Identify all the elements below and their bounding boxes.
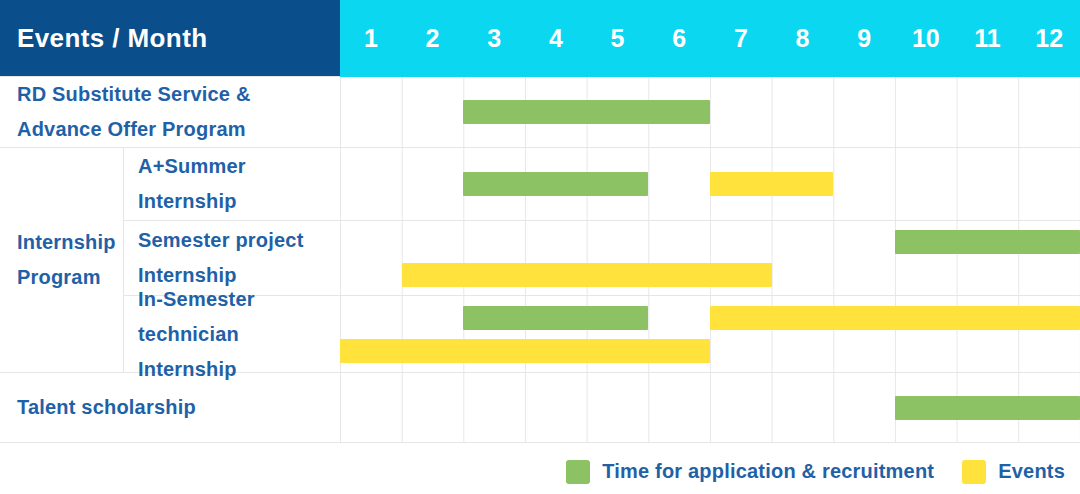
month-label-7: 7	[710, 24, 772, 53]
label-line: Internship	[138, 184, 340, 219]
month-label-3: 3	[463, 24, 525, 53]
legend-label: Events	[998, 460, 1065, 483]
gantt-bar-application-in-semester-technician-internship	[463, 306, 648, 330]
label-line: In-Semester	[138, 282, 340, 317]
legend-item-yellow: Events	[962, 460, 1065, 484]
month-label-2: 2	[402, 24, 464, 53]
bar-line	[340, 263, 1080, 287]
chart-row-rd-substitute-service	[340, 77, 1080, 148]
label-line: Internship	[17, 225, 123, 260]
table-header: Events / Month 123456789101112	[0, 0, 1080, 77]
row-label-talent-scholarship: Talent scholarship	[0, 373, 340, 443]
gantt-bar-event-in-semester-technician-internship	[710, 306, 1080, 330]
label-line: Advance Offer Program	[17, 112, 340, 147]
row-label-a-plus-summer-internship: A+SummerInternship	[124, 148, 340, 221]
gantt-bar-event-in-semester-technician-internship	[340, 339, 710, 363]
header-events-month-label: Events / Month	[17, 23, 208, 54]
legend-item-green: Time for application & recruitment	[566, 460, 934, 484]
legend-label: Time for application & recruitment	[602, 460, 934, 483]
month-label-4: 4	[525, 24, 587, 53]
month-label-12: 12	[1018, 24, 1080, 53]
bar-line	[340, 396, 1080, 420]
month-label-10: 10	[895, 24, 957, 53]
chart-row-talent-scholarship	[340, 373, 1080, 443]
legend-swatch-yellow	[962, 460, 986, 484]
bar-line	[340, 306, 1080, 330]
label-line: Semester project	[138, 223, 340, 258]
month-label-5: 5	[587, 24, 649, 53]
gantt-bar-application-rd-substitute-service	[463, 100, 710, 124]
legend-swatch-green	[566, 460, 590, 484]
month-label-8: 8	[772, 24, 834, 53]
gantt-schedule-table: Events / Month 123456789101112 RD Substi…	[0, 0, 1080, 494]
schedule-body: RD Substitute Service &Advance Offer Pro…	[0, 77, 1080, 443]
group-label-internship-program: InternshipProgram	[0, 148, 124, 373]
gantt-bar-event-semester-project-internship	[402, 263, 772, 287]
header-month-row: 123456789101112	[340, 0, 1080, 77]
chart-row-a-plus-summer-internship	[340, 148, 1080, 221]
label-line: Program	[17, 260, 123, 295]
chart-row-semester-project-internship	[340, 221, 1080, 296]
label-line: Talent scholarship	[17, 390, 340, 425]
row-label-in-semester-technician-internship: In-Semestertechnician Internship	[124, 296, 340, 373]
gantt-bar-application-semester-project-internship	[895, 230, 1080, 254]
row-label-rd-substitute-service: RD Substitute Service &Advance Offer Pro…	[0, 77, 340, 148]
label-line: RD Substitute Service &	[17, 77, 340, 112]
chart-row-in-semester-technician-internship	[340, 296, 1080, 373]
month-label-9: 9	[833, 24, 895, 53]
bar-line	[340, 100, 1080, 124]
month-label-6: 6	[648, 24, 710, 53]
gantt-bar-event-a-plus-summer-internship	[710, 172, 833, 196]
month-label-1: 1	[340, 24, 402, 53]
gantt-bar-application-a-plus-summer-internship	[463, 172, 648, 196]
label-line: A+Summer	[138, 149, 340, 184]
bar-line	[340, 230, 1080, 254]
month-label-11: 11	[957, 24, 1019, 53]
legend: Time for application & recruitment Events	[0, 443, 1080, 494]
bar-line	[340, 172, 1080, 196]
gantt-bar-application-talent-scholarship	[895, 396, 1080, 420]
bar-line	[340, 339, 1080, 363]
header-events-month-cell: Events / Month	[0, 0, 340, 77]
